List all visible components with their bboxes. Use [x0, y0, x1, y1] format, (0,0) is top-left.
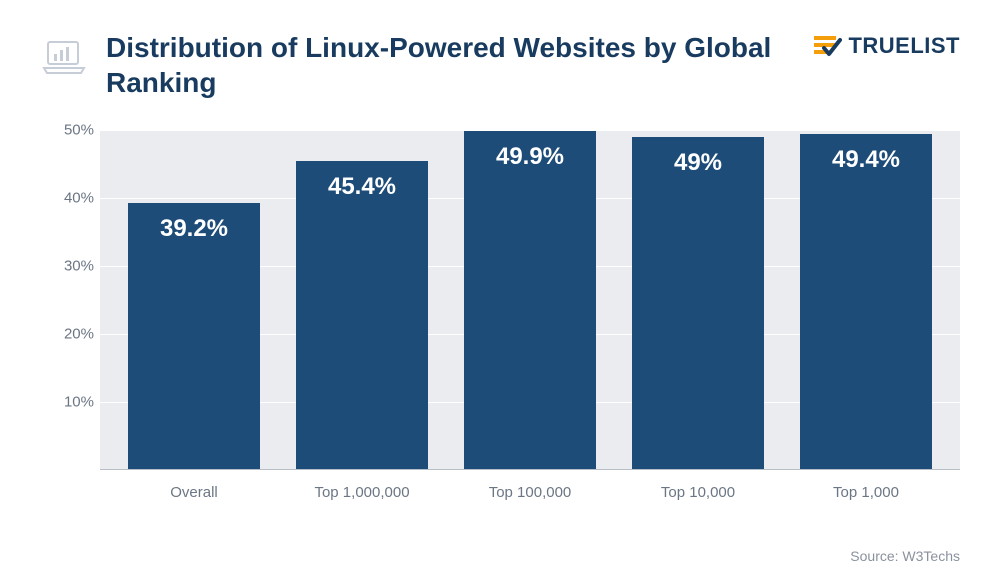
analytics-laptop-icon	[40, 34, 88, 82]
y-tick-label: 30%	[50, 258, 94, 275]
infographic-container: Distribution of Linux-Powered Websites b…	[0, 0, 1000, 580]
x-axis-labels: OverallTop 1,000,000Top 100,000Top 10,00…	[100, 470, 960, 510]
bar-column: 45.4%	[278, 130, 446, 470]
bar-value-label: 49%	[674, 149, 722, 177]
y-tick-label: 20%	[50, 326, 94, 343]
bar-column: 49.4%	[782, 130, 950, 470]
x-tick-label: Top 1,000	[782, 470, 950, 510]
x-tick-label: Top 100,000	[446, 470, 614, 510]
bar: 39.2%	[128, 203, 259, 470]
y-tick-label: 40%	[50, 190, 94, 207]
bar-value-label: 49.9%	[496, 143, 564, 171]
bar: 45.4%	[296, 161, 427, 470]
chart-title: Distribution of Linux-Powered Websites b…	[106, 30, 810, 100]
brand-logo: TRUELIST	[810, 30, 960, 62]
bar-value-label: 49.4%	[832, 146, 900, 174]
bars-group: 39.2% 45.4% 49.9% 49% 49.4%	[100, 130, 960, 470]
truelist-logo-icon	[810, 30, 842, 62]
bar: 49.4%	[800, 134, 931, 470]
x-tick-label: Top 1,000,000	[278, 470, 446, 510]
header: Distribution of Linux-Powered Websites b…	[40, 30, 960, 100]
bar-column: 49%	[614, 130, 782, 470]
brand-name: TRUELIST	[848, 33, 960, 59]
x-tick-label: Top 10,000	[614, 470, 782, 510]
bar-column: 49.9%	[446, 130, 614, 470]
bar-chart: 10%20%30%40%50% 39.2%45.4%49.9%49%49.4% …	[50, 130, 960, 510]
x-tick-label: Overall	[110, 470, 278, 510]
bar-column: 39.2%	[110, 130, 278, 470]
bar-value-label: 39.2%	[160, 215, 228, 243]
bar-value-label: 45.4%	[328, 173, 396, 201]
bar: 49%	[632, 137, 763, 470]
y-tick-label: 10%	[50, 394, 94, 411]
y-tick-label: 50%	[50, 122, 94, 139]
bar: 49.9%	[464, 131, 595, 470]
title-group: Distribution of Linux-Powered Websites b…	[40, 30, 810, 100]
source-attribution: Source: W3Techs	[850, 548, 960, 564]
